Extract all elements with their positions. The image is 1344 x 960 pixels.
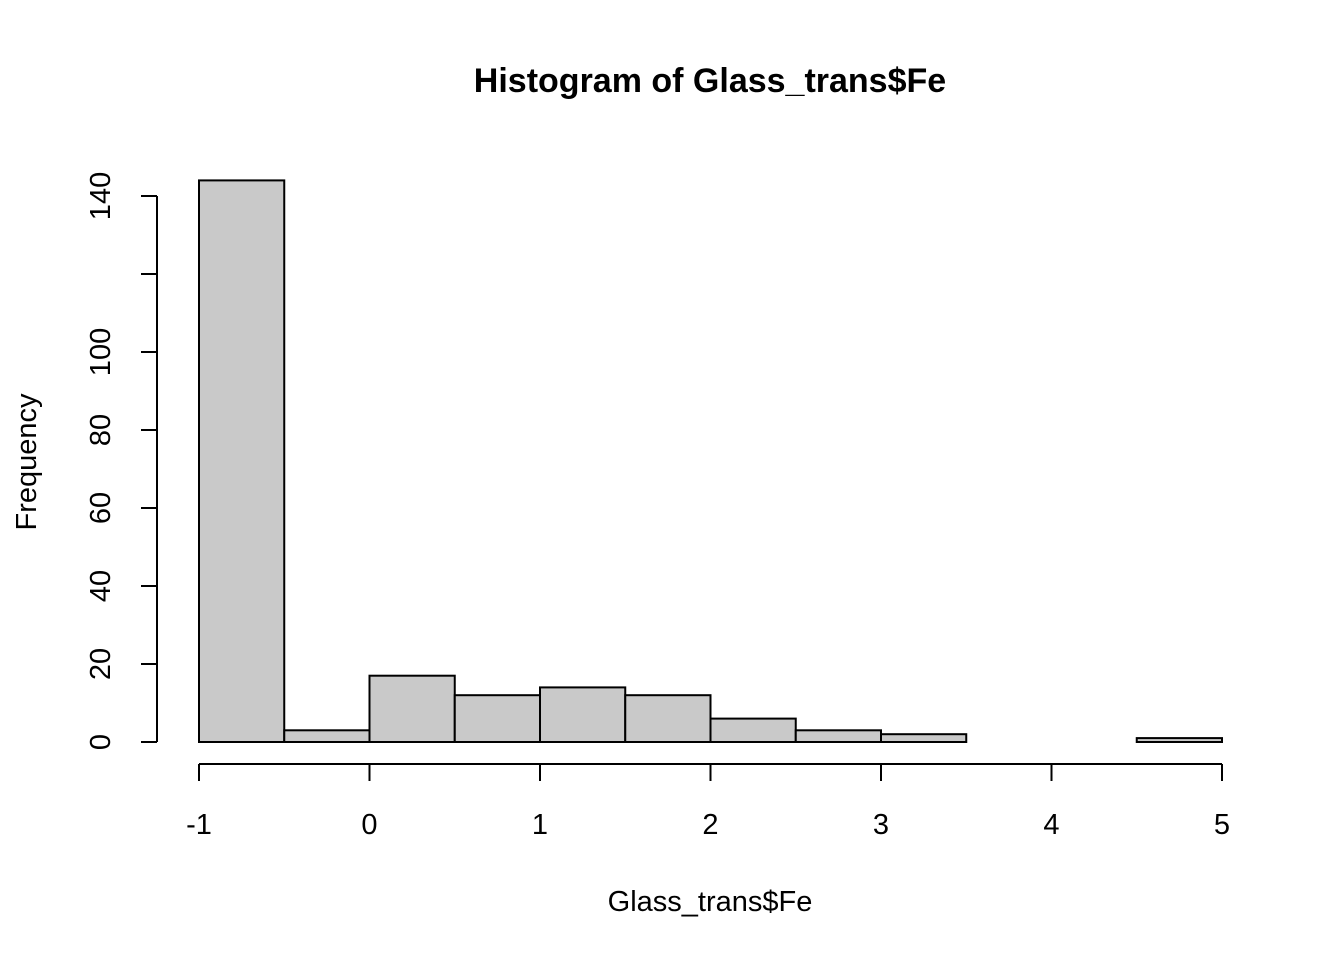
histogram-bar [794,729,882,743]
x-tick-label: 4 [1043,809,1059,841]
histogram-bar [453,694,541,744]
y-tick-label: 80 [85,414,117,446]
histogram-bar [880,733,968,744]
y-tick-label: 140 [85,172,117,220]
x-tick-label: 0 [361,809,377,841]
x-tick-label: 2 [702,809,718,841]
x-axis-label: Glass_trans$Fe [608,886,813,918]
histogram-bar [624,694,712,744]
y-tick-label: 20 [85,648,117,680]
y-tick-label: 40 [85,570,117,602]
histogram-bar [1135,737,1223,743]
y-tick-label: 60 [85,492,117,524]
bars-group [198,179,1223,744]
x-tick-label: -1 [186,809,212,841]
y-axis-label: Frequency [11,393,43,531]
histogram-bar [283,729,371,743]
y-tick-label: 0 [85,734,117,750]
histogram-bar [198,179,286,743]
x-tick-label: 3 [873,809,889,841]
histogram-bar [539,686,627,744]
x-tick-label: 1 [532,809,548,841]
chart-title: Histogram of Glass_trans$Fe [474,62,946,100]
histogram-bar [709,717,797,743]
y-axis: 0 20 40 60 80 100 140 [85,172,158,750]
x-tick-label: 5 [1214,809,1230,841]
x-axis: -1 0 1 2 3 4 5 [186,763,1230,841]
histogram-bar [368,674,456,744]
y-tick-label: 100 [85,328,117,376]
